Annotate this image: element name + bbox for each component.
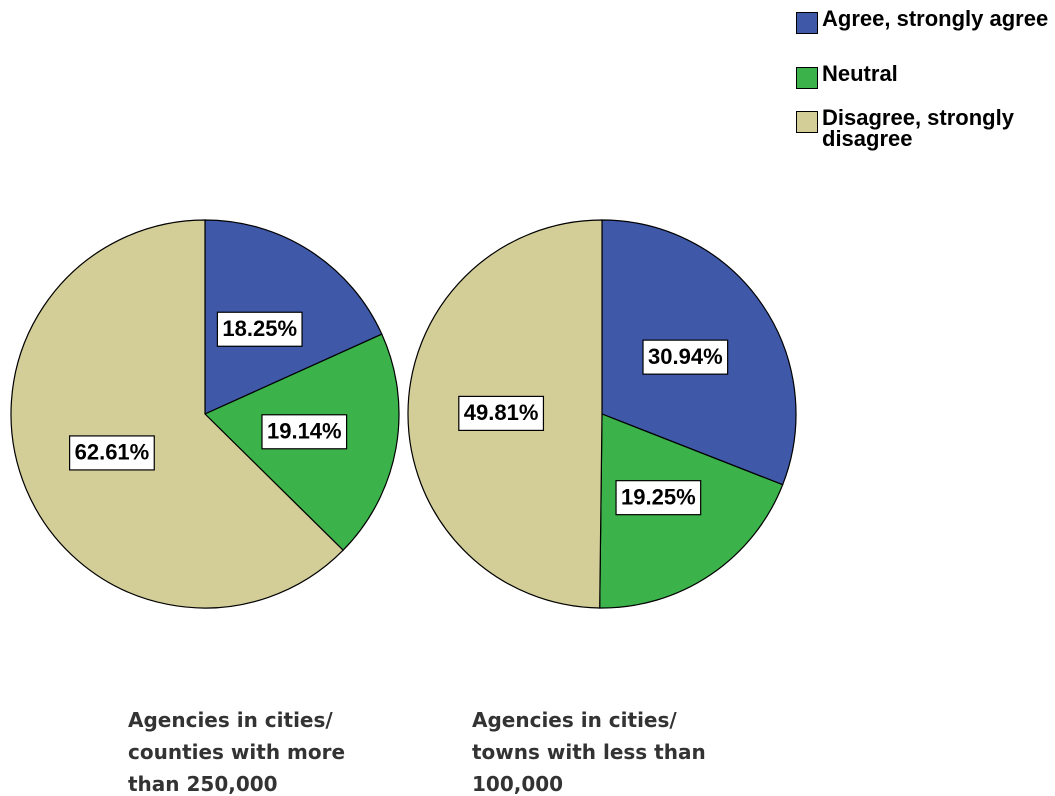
- data-label-box: [69, 435, 155, 471]
- pie-slice: [10, 219, 344, 609]
- legend-item: Neutral: [796, 63, 1054, 89]
- legend-label: Agree, strongly agree: [822, 6, 1049, 31]
- data-label: 49.81%: [458, 395, 545, 431]
- data-label-text: 49.81%: [464, 400, 539, 425]
- data-label-text: 18.25%: [222, 316, 297, 341]
- data-label: 19.14%: [261, 414, 348, 450]
- data-label-box: [642, 339, 729, 375]
- data-label-box: [216, 311, 303, 347]
- data-label: 62.61%: [69, 435, 155, 471]
- data-label: 30.94%: [642, 339, 729, 375]
- chart-title: Agencies in cities/ counties with more t…: [128, 708, 346, 796]
- legend-item: Disagree, strongly disagree: [796, 105, 1054, 151]
- legend-swatch: [796, 67, 818, 89]
- legend-swatch: [796, 111, 818, 133]
- legend-label: Disagree, strongly disagree: [822, 105, 1014, 151]
- data-label-box: [261, 414, 348, 450]
- chart-title: Agencies in cities/ towns with less than…: [472, 708, 706, 796]
- legend-swatch: [796, 12, 818, 34]
- legend-label: Neutral: [822, 61, 898, 86]
- data-label-text: 30.94%: [648, 344, 723, 369]
- data-label-text: 62.61%: [75, 440, 150, 465]
- data-label: 19.25%: [615, 480, 702, 516]
- data-label-box: [615, 480, 702, 516]
- data-label-text: 19.25%: [621, 484, 696, 509]
- data-label: 18.25%: [216, 311, 303, 347]
- data-label-text: 19.14%: [267, 419, 342, 444]
- data-label-box: [458, 395, 545, 431]
- legend-item: Agree, strongly agree: [796, 8, 1054, 34]
